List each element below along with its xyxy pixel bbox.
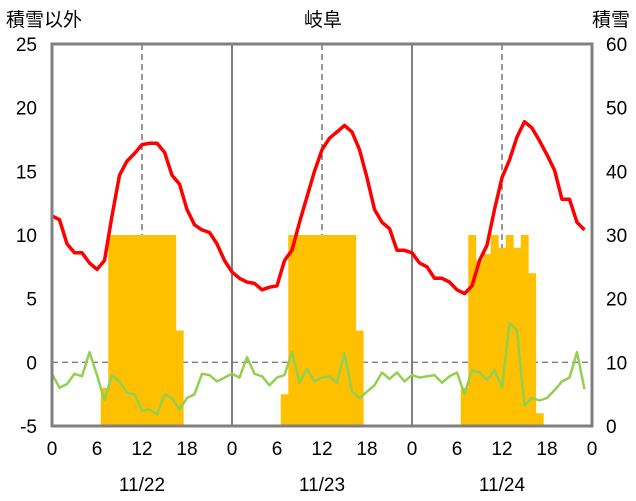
left-y-tick-label: 25 (16, 35, 37, 56)
snow-depth-bars (100, 235, 544, 426)
right-y-tick-label: 20 (606, 290, 627, 311)
snow-depth-bar (123, 235, 132, 426)
x-hour-tick-label: 18 (176, 439, 197, 460)
snow-depth-bar (475, 260, 484, 426)
left-y-tick-label: -5 (20, 417, 37, 438)
x-date-labels: 11/22 11/23 11/24 (119, 475, 526, 496)
x-date-label: 11/22 (119, 475, 165, 496)
snow-depth-bar (160, 235, 169, 426)
snow-depth-bar (138, 235, 147, 426)
x-hour-tick-label: 18 (356, 439, 377, 460)
right-y-tick-labels: 0 10 20 30 40 50 60 (606, 35, 627, 438)
left-axis-label: 積雪以外 (6, 9, 82, 31)
snow-depth-bar (535, 413, 544, 426)
x-date-label: 11/23 (299, 475, 345, 496)
snow-depth-bar (325, 235, 334, 426)
snow-depth-bar (295, 235, 304, 426)
snow-depth-bar (355, 330, 364, 426)
x-date-label: 11/24 (479, 475, 526, 496)
x-hour-tick-label: 18 (536, 439, 557, 460)
x-hour-tick-labels: 0 6 12 18 0 6 12 18 0 6 12 18 0 (47, 439, 598, 460)
x-hour-tick-label: 0 (47, 439, 58, 460)
snow-depth-bar (153, 235, 162, 426)
series-line (50, 321, 586, 416)
snow-depth-bar (303, 235, 312, 426)
right-y-tick-label: 10 (606, 353, 627, 374)
x-hour-tick-label: 0 (587, 439, 598, 460)
chart-title: 岐阜 (304, 9, 342, 31)
snow-depth-bar (130, 235, 139, 426)
snow-depth-bar (340, 235, 349, 426)
snow-depth-bar (498, 247, 507, 426)
x-hour-tick-label: 0 (227, 439, 238, 460)
plot-frame (50, 42, 594, 428)
x-hour-tick-label: 0 (407, 439, 418, 460)
left-y-tick-label: 15 (16, 162, 37, 183)
right-y-tick-label: 60 (606, 35, 627, 56)
snow-depth-bar (280, 394, 289, 426)
series-line (51, 119, 586, 296)
snow-depth-bar (108, 235, 117, 426)
snow-depth-bar (520, 235, 529, 426)
snow-depth-bar (528, 273, 537, 426)
right-y-tick-label: 0 (606, 417, 617, 438)
snow-depth-bar (175, 330, 184, 426)
snow-depth-bar (100, 387, 109, 426)
right-y-tick-label: 30 (606, 226, 627, 247)
snow-depth-bar (490, 235, 499, 426)
right-y-tick-label: 50 (606, 99, 627, 120)
snow-depth-bar (318, 235, 327, 426)
right-y-tick-label: 40 (606, 162, 627, 183)
left-y-tick-label: 5 (26, 290, 37, 311)
x-hour-tick-label: 12 (491, 439, 512, 460)
x-hour-tick-label: 12 (131, 439, 152, 460)
snow-depth-bar (348, 235, 357, 426)
snow-depth-bar (145, 235, 154, 426)
left-y-tick-label: 0 (26, 353, 37, 374)
x-hour-tick-label: 12 (311, 439, 332, 460)
x-hour-tick-label: 6 (452, 439, 463, 460)
left-y-tick-label: 20 (16, 99, 37, 120)
snow-depth-bar (310, 235, 319, 426)
snow-depth-bar (483, 254, 492, 426)
x-hour-tick-label: 6 (272, 439, 283, 460)
left-y-tick-label: 10 (16, 226, 37, 247)
left-y-tick-labels: -5 0 5 10 15 20 25 (16, 35, 37, 438)
right-axis-label: 積雪 (592, 9, 630, 31)
snow-depth-bar (333, 235, 342, 426)
snow-depth-bar (168, 235, 177, 426)
snow-depth-bar (288, 235, 297, 426)
snow-depth-bar (468, 235, 477, 426)
snow-depth-bar (460, 387, 469, 426)
x-hour-tick-label: 6 (92, 439, 103, 460)
snow-depth-bar (115, 235, 124, 426)
